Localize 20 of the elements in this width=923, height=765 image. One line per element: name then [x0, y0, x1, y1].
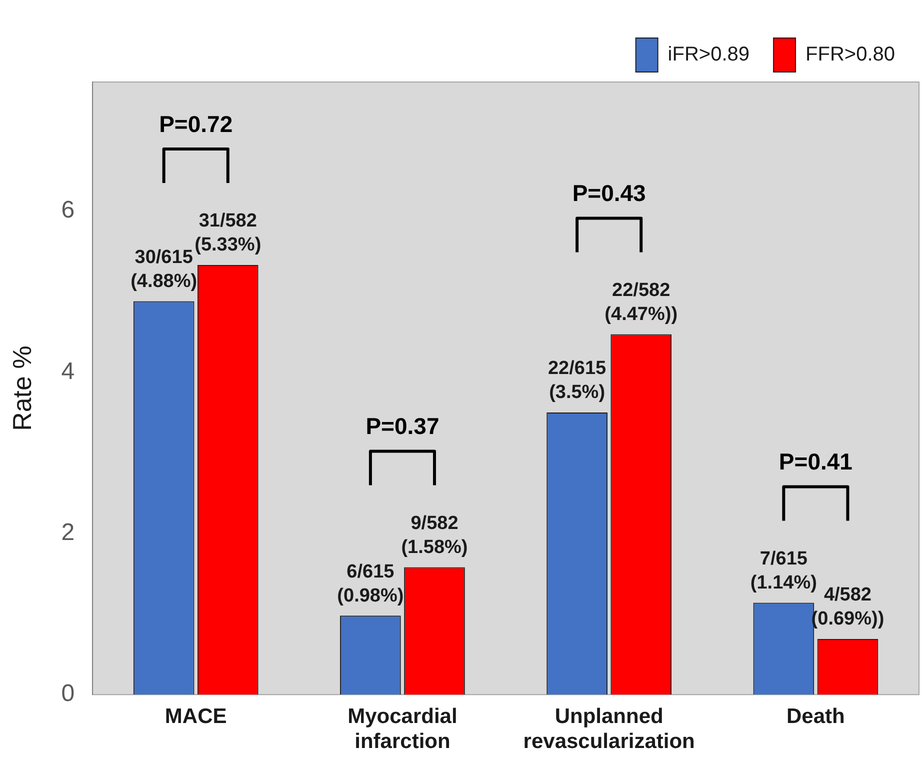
annotation: P=0.41 — [778, 448, 853, 475]
data-label: 22/582 (4.47%)) — [604, 280, 678, 326]
data-label: 9/582 (1.58%) — [401, 512, 468, 558]
y-tick-label: 4 — [61, 358, 75, 385]
y-tick-label: 2 — [61, 519, 75, 546]
annotation: P=0.72 — [159, 110, 233, 137]
annotation: P=0.43 — [572, 180, 646, 206]
data-label: 31/582 (5.33%) — [194, 210, 262, 256]
x-tick-label: Unplanned revascularization — [523, 704, 695, 754]
y-tick-label: 6 — [61, 196, 75, 224]
data-label: 6/615 (0.98%) — [337, 561, 404, 606]
y-tick-label: 0 — [61, 680, 75, 708]
y-axis-title: Rate % — [6, 346, 37, 431]
x-tick-label: Myocardial infarction — [348, 704, 458, 754]
annotation: P=0.37 — [366, 413, 440, 440]
x-tick-label: Death — [786, 704, 845, 728]
legend-label: iFR>0.89 — [668, 44, 750, 66]
x-tick-label: MACE — [164, 704, 227, 728]
legend-label: FFR>0.80 — [806, 44, 895, 66]
data-label: 22/615 (3.5%) — [548, 358, 607, 404]
